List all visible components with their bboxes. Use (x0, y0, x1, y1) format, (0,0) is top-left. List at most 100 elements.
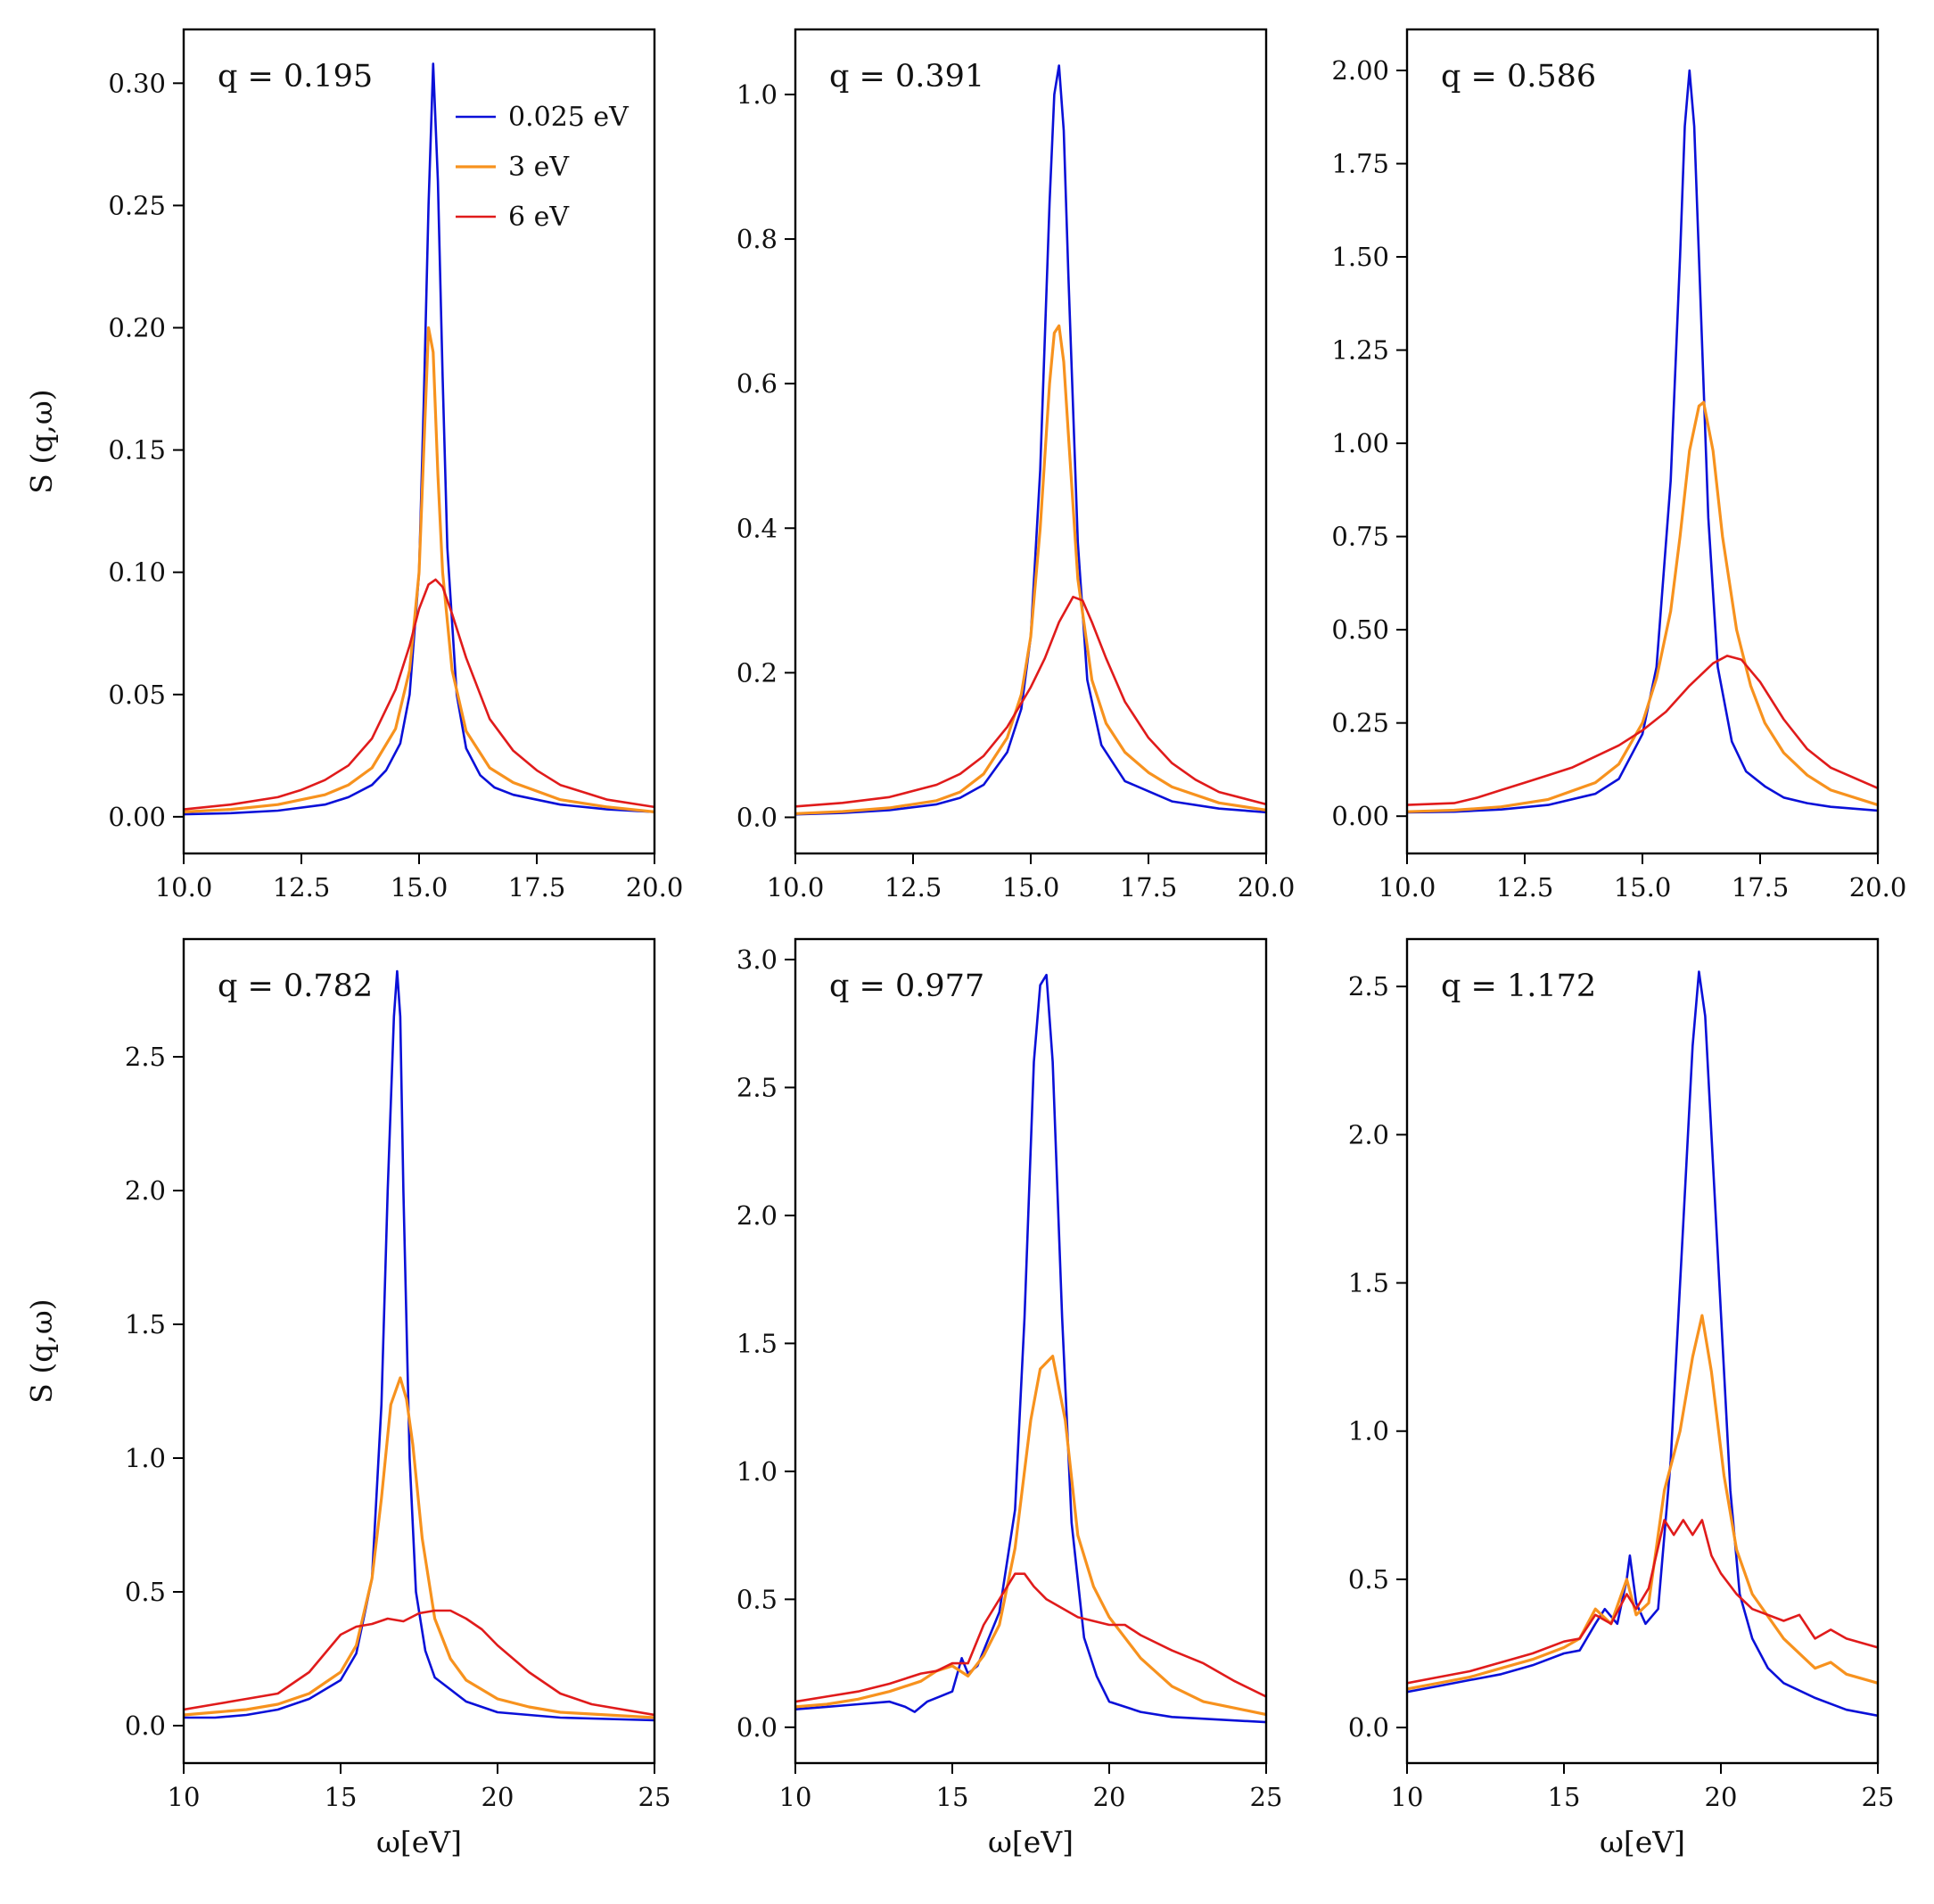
x-tick-label: 15 (1548, 1782, 1581, 1812)
x-tick-label: 12.5 (1496, 872, 1554, 903)
x-tick-label: 25 (1862, 1782, 1895, 1812)
y-tick-label: 1.0 (737, 1456, 778, 1487)
legend-label: 3 eV (508, 152, 570, 183)
panel-annotation: q = 0.782 (218, 968, 373, 1004)
x-tick-label: 12.5 (273, 872, 331, 903)
y-tick-label: 1.25 (1331, 335, 1389, 366)
series-group (795, 973, 1266, 1724)
series-group (795, 64, 1266, 816)
x-tick-label: 10 (1391, 1782, 1424, 1812)
x-tick-label: 17.5 (1732, 872, 1790, 903)
y-tick-label: 0.30 (108, 68, 166, 98)
x-tick-label: 20.0 (1849, 872, 1907, 903)
panel-annotation: q = 0.195 (218, 59, 373, 95)
y-tick-label: 0.5 (125, 1577, 166, 1607)
y-tick-label: 1.0 (737, 79, 778, 110)
panel-annotation: q = 1.172 (1441, 968, 1596, 1004)
y-tick-label: 0.25 (1331, 708, 1389, 738)
x-tick-label: 15 (936, 1782, 969, 1812)
y-tick-label: 2.0 (1348, 1119, 1389, 1150)
chart-panel-4: 10 15 20 25 0.0 0.5 1.0 1.5 2.0 2.5 q = 0.782 S (q,… (24, 937, 671, 1859)
axes-frame (794, 28, 1268, 855)
series-line-3-eV (184, 326, 654, 813)
axes-frame (182, 937, 656, 1765)
x-tick-label: 20 (1705, 1782, 1738, 1812)
series-line-6-eV (184, 578, 654, 811)
x-tick-label: 15.0 (1002, 872, 1060, 903)
chart-panel-2: 10.0 12.5 15.0 17.5 20.0 0.0 0.2 0.4 0.6 0.8 1.0 q … (737, 28, 1296, 903)
y-axis-label: S (q,ω) (24, 1298, 59, 1403)
axes-frame (794, 937, 1268, 1765)
y-tick-label: 2.5 (125, 1042, 166, 1072)
y-tick-label: 1.5 (1348, 1268, 1389, 1298)
y-tick-label: 2.0 (125, 1175, 166, 1206)
y-tick-label: 0.2 (737, 657, 778, 688)
y-tick-label: 0.00 (108, 802, 166, 832)
y-tick-label: 0.0 (737, 1712, 778, 1743)
x-axis-label: ω[eV] (988, 1825, 1074, 1859)
series-line-6-eV (795, 1572, 1266, 1703)
x-tick-label: 10 (779, 1782, 812, 1812)
y-tick-label: 0.0 (125, 1710, 166, 1741)
y-tick-label: 0.00 (1331, 801, 1389, 831)
x-tick-label: 10 (168, 1782, 201, 1812)
series-line-3-eV (795, 324, 1266, 815)
legend: 0.025 eV 3 eV 6 eV (456, 102, 630, 233)
y-tick-label: 0.15 (108, 435, 166, 466)
y-tick-label: 1.5 (125, 1309, 166, 1339)
series-line-0-025-eV (795, 973, 1266, 1724)
panel-annotation: q = 0.391 (829, 59, 984, 95)
y-tick-label: 0.5 (737, 1584, 778, 1614)
x-tick-label: 10.0 (1378, 872, 1436, 903)
chart-panel-1: 10.0 12.5 15.0 17.5 20.0 0.00 0.05 0.10 0.15 0.20… (24, 28, 684, 903)
y-tick-label: 0.6 (737, 368, 778, 399)
x-tick-label: 20.0 (626, 872, 684, 903)
panel-annotation: q = 0.586 (1441, 59, 1596, 95)
panel-annotation: q = 0.977 (829, 968, 984, 1004)
y-tick-label: 0.0 (737, 802, 778, 832)
series-group (1407, 970, 1878, 1718)
y-tick-label: 0.05 (108, 680, 166, 710)
y-tick-label: 0.25 (108, 190, 166, 220)
series-line-0-025-eV (795, 64, 1266, 816)
x-tick-label: 25 (638, 1782, 671, 1812)
series-line-3-eV (184, 1376, 654, 1719)
series-group (184, 969, 654, 1722)
series-group (184, 62, 654, 816)
y-tick-label: 0.0 (1348, 1712, 1389, 1743)
y-tick-label: 1.75 (1331, 149, 1389, 179)
chart-panel-3: 10.0 12.5 15.0 17.5 20.0 0.00 0.25 0.50 0.75 1.00… (1331, 28, 1907, 903)
y-tick-label: 0.75 (1331, 522, 1389, 552)
series-line-6-eV (795, 596, 1266, 808)
x-tick-label: 20.0 (1238, 872, 1296, 903)
series-line-0-025-eV (1407, 69, 1878, 814)
x-axis-label: ω[eV] (376, 1825, 462, 1859)
series-line-3-eV (795, 1355, 1266, 1717)
y-tick-label: 3.0 (737, 944, 778, 975)
x-axis-label: ω[eV] (1600, 1825, 1685, 1859)
series-line-6-eV (1407, 655, 1878, 806)
series-line-0-025-eV (1407, 970, 1878, 1718)
chart-panel-6: 10 15 20 25 0.0 0.5 1.0 1.5 2.0 2.5 q = 1.172 ω[eV] (1348, 937, 1895, 1859)
x-tick-label: 10.0 (767, 872, 825, 903)
x-tick-label: 25 (1250, 1782, 1283, 1812)
y-tick-label: 0.5 (1348, 1564, 1389, 1595)
y-tick-label: 1.50 (1331, 242, 1389, 272)
axes-frame (1405, 937, 1880, 1765)
series-group (1407, 69, 1878, 814)
x-tick-label: 20 (481, 1782, 514, 1812)
chart-panel-5: 10 15 20 25 0.0 0.5 1.0 1.5 2.0 2.5 3.0 q = 0.977 ω[… (737, 937, 1283, 1859)
series-line-6-eV (1407, 1519, 1878, 1685)
legend-label: 0.025 eV (508, 102, 630, 133)
y-tick-label: 0.4 (737, 513, 778, 543)
x-tick-label: 15.0 (1614, 872, 1672, 903)
x-tick-label: 15 (325, 1782, 358, 1812)
x-tick-label: 20 (1093, 1782, 1126, 1812)
series-line-0-025-eV (184, 969, 654, 1722)
x-tick-label: 17.5 (1120, 872, 1178, 903)
y-tick-label: 1.0 (125, 1443, 166, 1473)
x-tick-label: 15.0 (391, 872, 449, 903)
y-axis-label: S (q,ω) (24, 389, 59, 493)
y-tick-label: 2.00 (1331, 55, 1389, 86)
